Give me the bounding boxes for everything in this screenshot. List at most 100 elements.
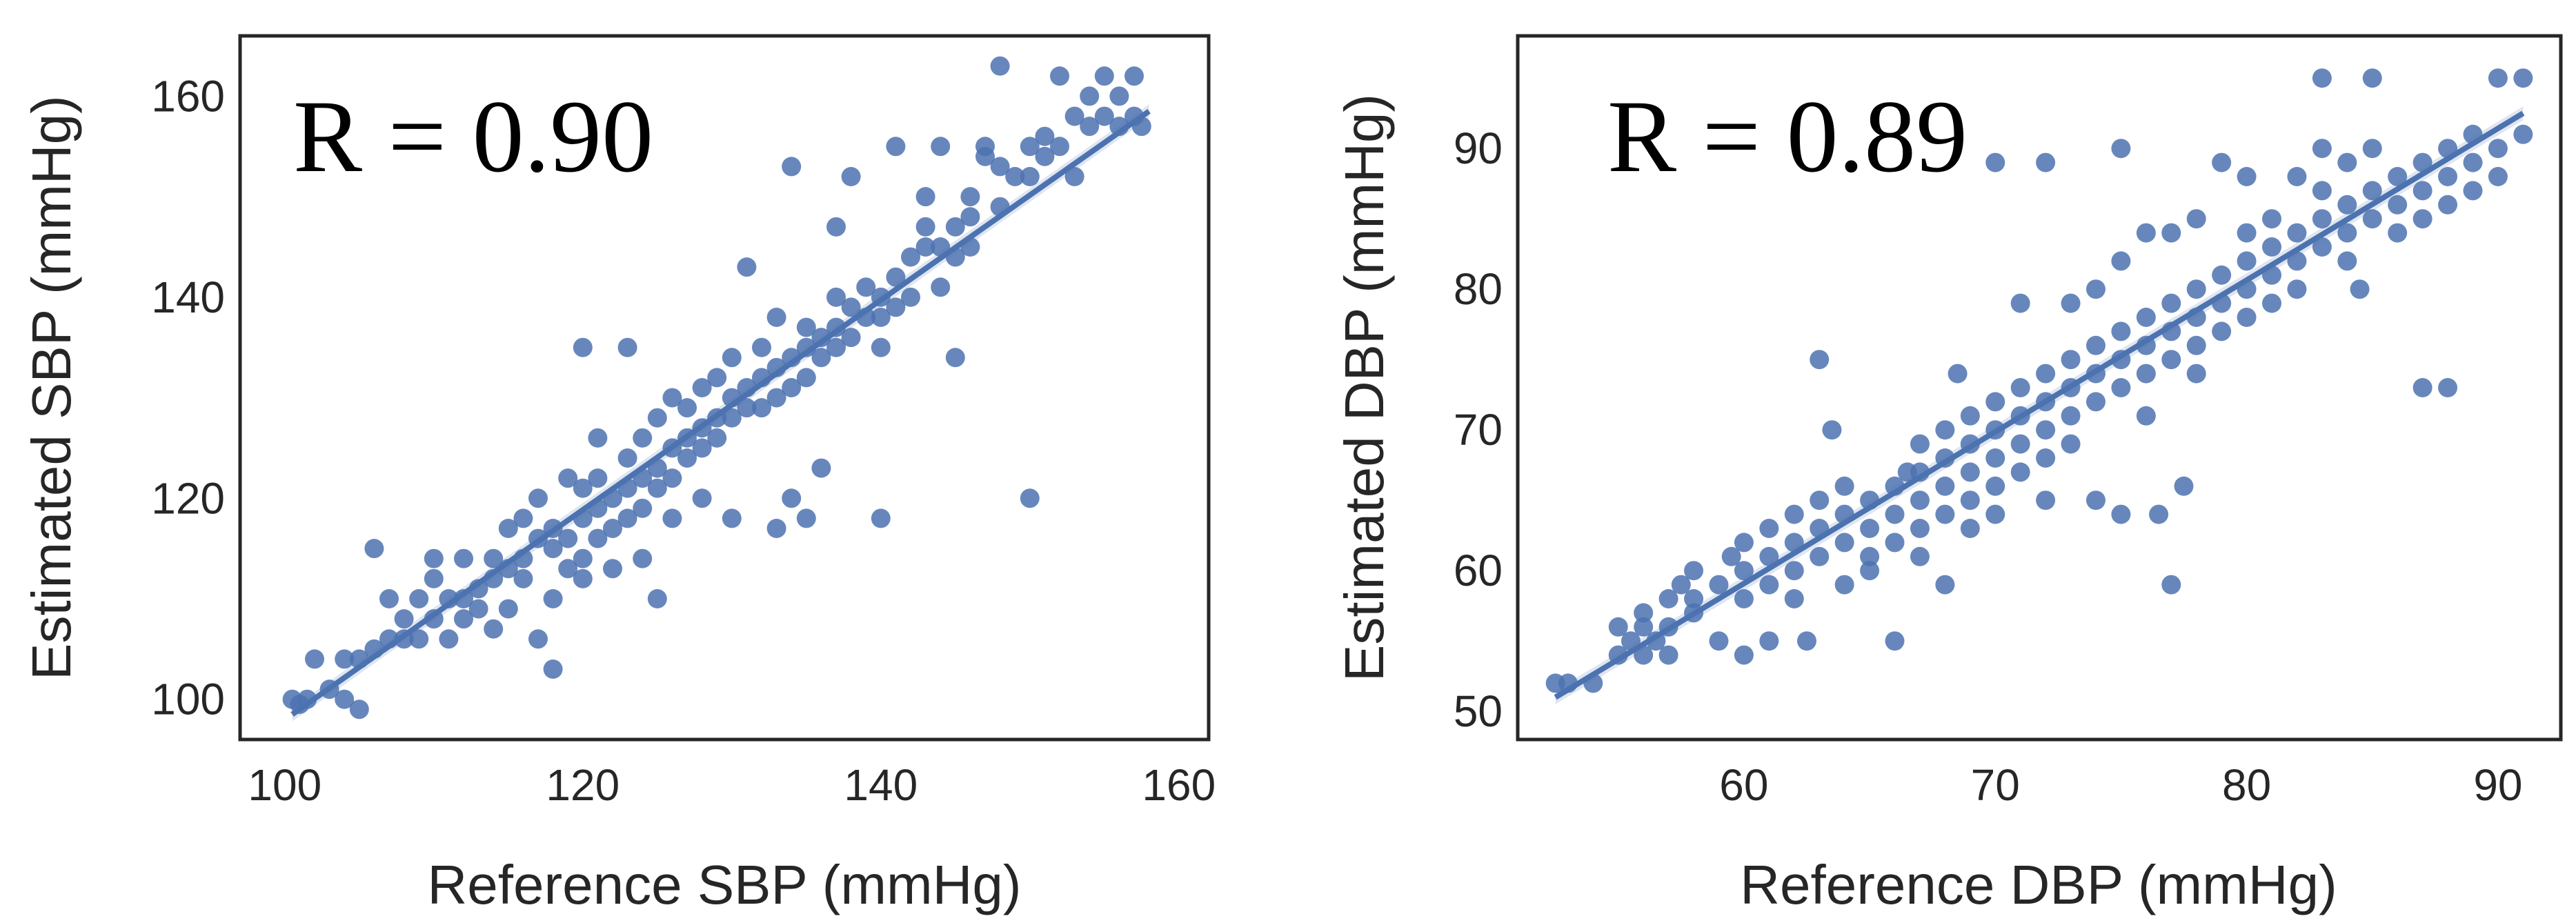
sbp-data-point bbox=[394, 609, 414, 629]
sbp-scatter-chart: 100 120 140 160 100 120 140 160 Reference SBP (m… bbox=[21, 34, 1216, 915]
dbp-data-point bbox=[2513, 124, 2533, 144]
sbp-data-point bbox=[707, 428, 727, 448]
dbp-data-point bbox=[2085, 490, 2106, 510]
sbp-data-point bbox=[945, 348, 965, 368]
dbp-data-point bbox=[2262, 237, 2282, 257]
dbp-data-point bbox=[2362, 181, 2382, 201]
dbp-data-point bbox=[2186, 364, 2206, 384]
dbp-data-point bbox=[2312, 237, 2332, 257]
dbp-data-point bbox=[1810, 546, 1830, 566]
sbp-data-point bbox=[409, 589, 429, 608]
dbp-data-point bbox=[1734, 645, 1754, 665]
sbp-data-point bbox=[468, 599, 488, 619]
sbp-data-point bbox=[1124, 66, 1144, 86]
dbp-y-tick-label: 70 bbox=[1454, 405, 1503, 455]
dbp-data-point bbox=[2036, 152, 2056, 172]
dbp-data-point bbox=[1860, 561, 1880, 581]
sbp-data-point bbox=[692, 438, 712, 458]
sbp-data-point bbox=[811, 348, 831, 368]
dbp-data-point bbox=[1960, 406, 1980, 426]
sbp-data-point bbox=[588, 428, 608, 448]
dbp-data-point bbox=[2136, 364, 2156, 384]
sbp-data-point bbox=[528, 629, 548, 649]
dbp-data-point bbox=[2337, 251, 2357, 271]
dbp-data-point bbox=[2237, 251, 2257, 271]
sbp-y-tick-label: 120 bbox=[151, 473, 225, 523]
dbp-data-point bbox=[1885, 533, 1905, 553]
dbp-data-point bbox=[2085, 279, 2106, 299]
dbp-data-point bbox=[1734, 533, 1754, 553]
dbp-data-point bbox=[1935, 420, 1955, 440]
sbp-data-point bbox=[364, 539, 384, 559]
dbp-data-point bbox=[1734, 561, 1754, 581]
dbp-data-point bbox=[2438, 195, 2458, 215]
sbp-data-point bbox=[766, 388, 786, 408]
dbp-data-point bbox=[1759, 575, 1779, 595]
sbp-data-point bbox=[692, 378, 712, 397]
dbp-data-point bbox=[2036, 490, 2056, 510]
dbp-data-point bbox=[1721, 546, 1741, 566]
dbp-data-point bbox=[2412, 209, 2433, 229]
sbp-data-point bbox=[692, 488, 712, 508]
dbp-data-point bbox=[2287, 223, 2307, 243]
dbp-data-point bbox=[2186, 279, 2206, 299]
dbp-data-point bbox=[2061, 350, 2081, 370]
sbp-data-point bbox=[871, 308, 891, 327]
sbp-data-point bbox=[841, 328, 861, 348]
dbp-data-point bbox=[2362, 68, 2382, 88]
sbp-data-point bbox=[931, 277, 951, 297]
sbp-data-point bbox=[796, 368, 816, 388]
dbp-data-point bbox=[2350, 279, 2370, 299]
sbp-x-tick-label: 120 bbox=[546, 760, 620, 810]
dbp-data-point bbox=[1759, 519, 1779, 538]
dbp-data-point bbox=[2212, 321, 2232, 341]
dbp-data-point bbox=[1860, 546, 1880, 566]
sbp-x-tick-label: 160 bbox=[1142, 760, 1216, 810]
sbp-data-point bbox=[498, 599, 518, 619]
sbp-data-point bbox=[543, 539, 563, 559]
sbp-data-point bbox=[1005, 167, 1025, 186]
dbp-data-point bbox=[1608, 617, 1628, 637]
dbp-data-point bbox=[1960, 519, 1980, 538]
sbp-data-point bbox=[528, 488, 548, 508]
sbp-data-point bbox=[1080, 117, 1100, 137]
sbp-data-point bbox=[1020, 488, 1040, 508]
dbp-data-point bbox=[2312, 139, 2332, 159]
dbp-data-point bbox=[2388, 223, 2408, 243]
sbp-data-point bbox=[782, 157, 802, 177]
sbp-data-point bbox=[1064, 167, 1084, 186]
dbp-data-point bbox=[1658, 645, 1678, 665]
dbp-data-point bbox=[1834, 476, 1854, 496]
dbp-data-point bbox=[2111, 378, 2131, 397]
sbp-data-point bbox=[856, 277, 876, 297]
sbp-data-point bbox=[573, 478, 593, 498]
dbp-data-point bbox=[2061, 406, 2081, 426]
sbp-data-point bbox=[826, 337, 846, 357]
dbp-data-point bbox=[2036, 448, 2056, 468]
sbp-data-point bbox=[737, 398, 757, 418]
dbp-data-point bbox=[2010, 293, 2030, 313]
dbp-data-point bbox=[2136, 223, 2156, 243]
dbp-data-point bbox=[2362, 139, 2382, 159]
dbp-data-point bbox=[1910, 434, 1930, 454]
sbp-data-point bbox=[439, 629, 459, 649]
sbp-data-point bbox=[782, 488, 802, 508]
dbp-data-point bbox=[2136, 308, 2156, 327]
dbp-data-point bbox=[2513, 68, 2533, 88]
dbp-data-point bbox=[2036, 364, 2056, 384]
sbp-data-point bbox=[484, 548, 504, 568]
dbp-data-point bbox=[2161, 293, 2181, 313]
sbp-x-axis-label: Reference SBP (mmHg) bbox=[427, 854, 1021, 915]
sbp-data-point bbox=[1094, 66, 1114, 86]
sbp-y-axis-label: Estimated SBP (mmHg) bbox=[21, 95, 82, 680]
sbp-data-point bbox=[543, 589, 563, 608]
sbp-data-point bbox=[633, 548, 653, 568]
dbp-data-point bbox=[1985, 392, 2005, 412]
dbp-data-point bbox=[2337, 152, 2357, 172]
sbp-data-point bbox=[484, 619, 504, 639]
sbp-data-point bbox=[543, 659, 563, 679]
sbp-data-point bbox=[945, 217, 965, 237]
sbp-data-point bbox=[1035, 126, 1055, 146]
dbp-data-point bbox=[1910, 519, 1930, 538]
